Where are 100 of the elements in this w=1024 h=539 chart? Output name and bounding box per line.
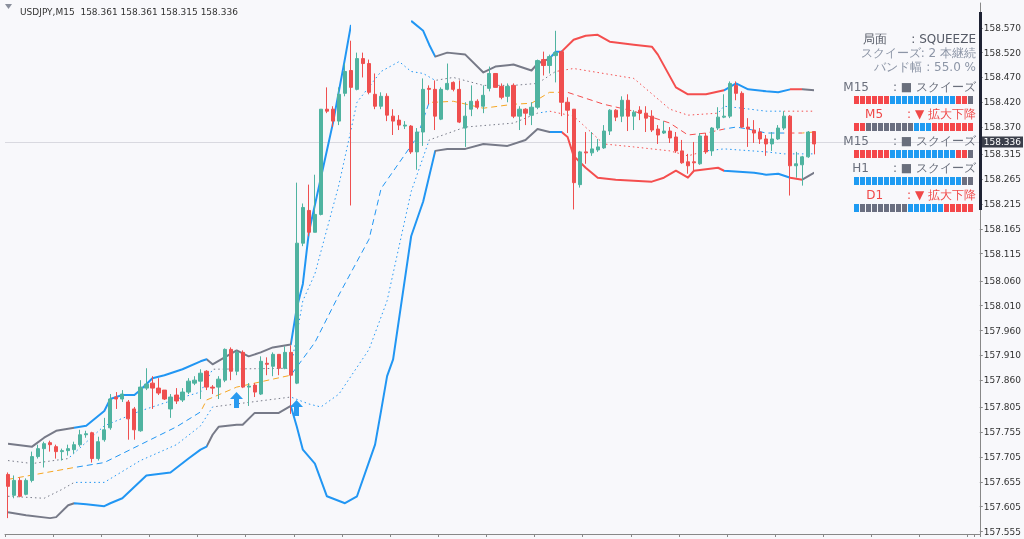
candlestick xyxy=(331,105,335,128)
candlestick xyxy=(668,126,672,144)
candlestick xyxy=(235,349,239,376)
annotation: H1 : ■ スクイーズ xyxy=(851,161,976,175)
candlestick xyxy=(698,132,702,166)
line-series xyxy=(7,23,352,448)
candlestick xyxy=(746,117,750,148)
candlestick xyxy=(18,476,22,498)
candlestick xyxy=(656,124,660,145)
y-tick-label: 158.165 xyxy=(983,223,1021,234)
y-tick-label: 158.470 xyxy=(983,72,1022,83)
candlestick xyxy=(283,345,287,370)
candlestick xyxy=(686,153,690,175)
candlestick xyxy=(126,399,130,441)
chart-title: USDJPY,M15 158.361 158.361 158.315 158.336 xyxy=(20,6,239,17)
candlestick xyxy=(770,131,774,152)
candlestick xyxy=(475,98,479,110)
annotation: D1 : ▼ 拡大下降 xyxy=(865,188,976,202)
candlestick xyxy=(728,80,732,119)
candlestick xyxy=(511,82,516,119)
candlestick xyxy=(247,382,251,407)
candlestick xyxy=(662,120,666,135)
annotation: 局面 : SQUEEZE xyxy=(862,32,976,46)
candlestick xyxy=(271,351,275,377)
candlestick xyxy=(60,448,64,462)
candlestick xyxy=(319,108,323,216)
candlestick xyxy=(674,131,678,154)
candlestick xyxy=(740,90,744,129)
candlestick xyxy=(72,441,76,455)
candlestick xyxy=(102,417,106,443)
ref-line-label: 158.336 xyxy=(983,136,1022,147)
candlestick xyxy=(132,406,136,441)
y-tick-label: 157.805 xyxy=(983,402,1021,413)
candlestick xyxy=(644,105,648,133)
y-tick-label: 157.605 xyxy=(983,501,1021,512)
candlestick xyxy=(764,134,768,157)
candlestick xyxy=(547,54,552,74)
candlestick xyxy=(614,108,618,122)
candlestick xyxy=(168,393,173,419)
y-tick-label: 157.960 xyxy=(983,325,1022,336)
y-tick-label: 158.115 xyxy=(983,248,1021,259)
candlestick xyxy=(584,131,588,165)
candlestick xyxy=(337,86,341,126)
y-tick-label: 158.010 xyxy=(983,300,1022,311)
y-tick-label: 158.570 xyxy=(983,22,1022,33)
candlestick xyxy=(710,126,714,157)
candlestick xyxy=(620,95,624,123)
y-tick-label: 157.555 xyxy=(983,526,1021,537)
candlestick xyxy=(704,132,708,155)
candlestick xyxy=(114,391,118,410)
candlestick xyxy=(421,77,425,147)
candlestick xyxy=(84,430,88,439)
candlestick xyxy=(650,109,654,133)
candlestick xyxy=(487,66,491,92)
candlestick xyxy=(457,79,461,124)
candlestick xyxy=(439,86,443,121)
candlestick xyxy=(812,131,816,155)
candlestick xyxy=(794,151,798,179)
candlestick xyxy=(48,440,52,453)
candlestick xyxy=(36,444,40,460)
candlestick xyxy=(295,182,299,385)
candlestick xyxy=(800,155,804,187)
candlestick xyxy=(54,444,58,460)
candlestick xyxy=(680,139,684,165)
candlestick xyxy=(343,63,347,97)
candlestick xyxy=(632,109,636,131)
candlestick xyxy=(638,105,642,121)
candlestick xyxy=(553,30,558,83)
y-tick-label: 158.315 xyxy=(983,149,1021,160)
candlestick xyxy=(409,124,413,155)
candlestick xyxy=(782,110,786,131)
candlestick xyxy=(373,72,377,110)
candlestick xyxy=(481,84,485,114)
y-tick-label: 157.655 xyxy=(983,476,1021,487)
candlestick xyxy=(30,451,34,483)
candlestick xyxy=(367,59,371,95)
candlestick xyxy=(289,344,293,415)
candlestick xyxy=(96,436,100,462)
candlestick xyxy=(788,114,792,197)
candlestick xyxy=(385,92,389,122)
candlestick xyxy=(42,441,46,468)
candlestick xyxy=(541,51,546,76)
candlestick xyxy=(253,382,257,398)
candlestick xyxy=(313,174,317,233)
candlestick xyxy=(758,127,762,145)
candlestick xyxy=(451,80,455,92)
candlestick xyxy=(24,477,28,496)
candlestick xyxy=(355,52,359,91)
candlestick xyxy=(90,431,94,464)
candlestick xyxy=(433,79,437,131)
candlestick xyxy=(578,150,582,189)
candlestick xyxy=(108,393,112,431)
candlestick xyxy=(174,387,179,405)
candlestick xyxy=(361,52,365,78)
candlestick xyxy=(277,353,281,376)
candlestick xyxy=(716,106,720,131)
candlestick xyxy=(307,184,311,237)
candlestick xyxy=(6,471,10,519)
candlestick xyxy=(692,141,696,172)
candlestick xyxy=(415,127,419,171)
